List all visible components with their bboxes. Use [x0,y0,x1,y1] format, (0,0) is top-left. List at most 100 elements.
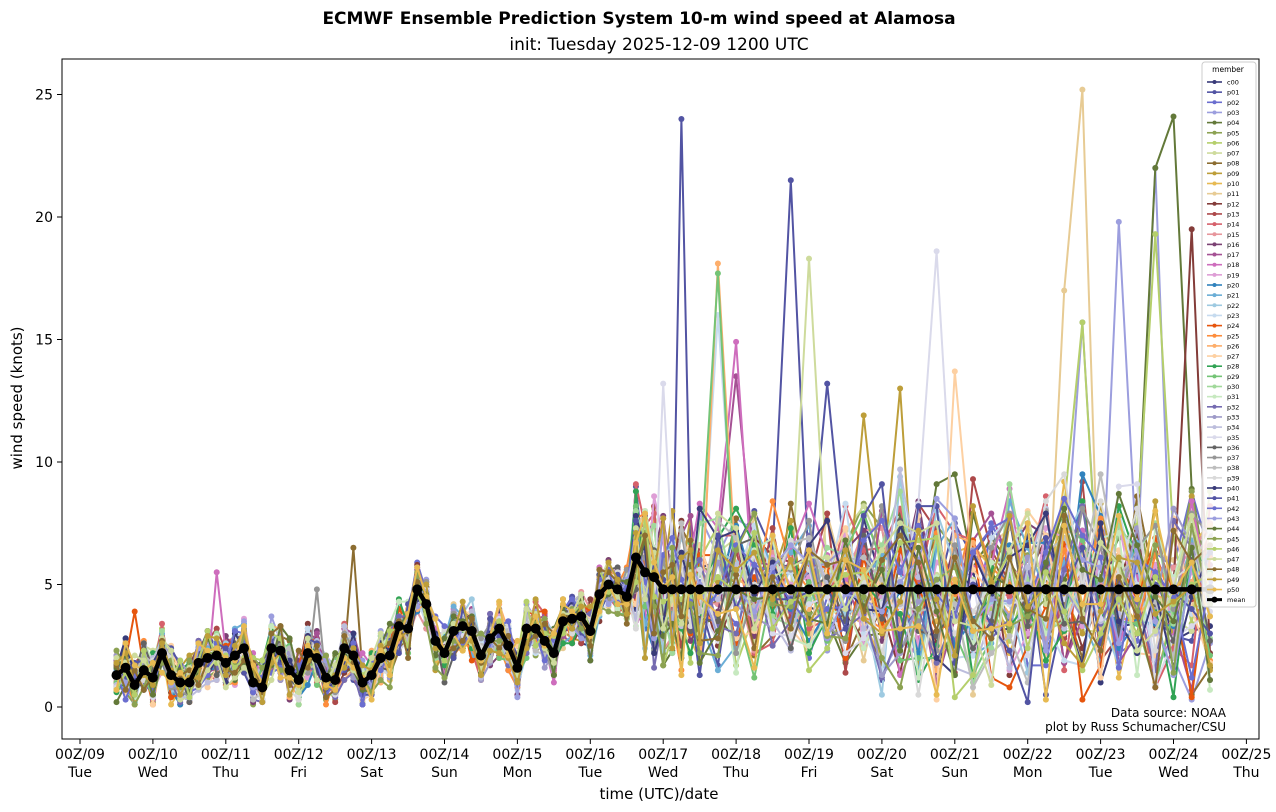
data-point [1170,113,1177,120]
data-point [642,655,648,661]
data-point [951,694,958,701]
series-layer [113,86,1213,708]
data-point [1024,603,1031,610]
data-point [1170,505,1177,512]
x-tick-label: 00Z/13 [347,747,397,763]
data-point [651,559,658,566]
data-point [951,576,958,583]
data-point [1170,694,1177,701]
data-point [1097,608,1104,615]
data-point [1024,623,1031,630]
data-point [933,628,940,634]
data-point [1115,674,1122,681]
data-point [651,630,658,637]
data-point [1188,694,1195,701]
data-point [1097,471,1104,478]
data-point [341,623,348,630]
data-point [1097,601,1104,608]
data-point [231,669,238,676]
data-point [1024,652,1031,659]
x-tick-day-label: Sat [870,765,893,781]
data-point [787,645,794,652]
data-point [651,650,658,657]
data-point [614,601,621,608]
data-point [149,682,156,688]
data-point [368,655,375,661]
data-point [1207,677,1213,683]
mean-point [731,584,742,595]
data-point [632,488,639,495]
data-point [332,650,339,657]
data-point [268,623,275,630]
data-point [714,610,721,617]
data-point [787,598,794,605]
x-tick-label: 00Z/18 [711,747,761,763]
data-point [769,498,776,505]
data-point [769,532,776,539]
data-point [988,682,995,688]
data-point [1061,566,1068,573]
mean-point [111,670,122,681]
mean-point [366,670,377,681]
data-point [1024,613,1031,620]
mean-point [640,567,650,578]
mean-point [120,662,131,673]
data-point [751,664,758,671]
mean-point [913,584,924,595]
data-point [632,517,639,524]
data-point [1097,674,1104,681]
mean-point [558,616,568,627]
data-point [1152,165,1159,171]
data-point [842,537,849,544]
data-point [1097,498,1104,505]
data-point [1006,620,1013,627]
data-point [751,596,758,603]
mean-point [767,584,778,595]
data-point [149,701,156,708]
data-point [560,596,566,603]
data-point [304,642,311,649]
data-point [970,684,976,691]
data-point [204,647,211,654]
data-point [241,623,247,630]
mean-point [384,650,395,661]
data-point [678,613,685,620]
x-tick-day-label: Tue [67,765,92,781]
mean-point [649,572,660,583]
data-point [323,701,329,708]
data-point [1024,520,1031,527]
mean-point [157,648,167,659]
data-point [213,645,220,652]
mean-point [193,657,204,668]
mean-point [1059,584,1070,595]
data-point [933,248,940,255]
mean-point [302,648,313,659]
data-point [824,630,831,637]
data-point [523,606,530,612]
mean-point [712,584,723,595]
x-tick-day-label: Thu [722,765,749,781]
data-point [988,520,995,527]
data-point [632,481,639,488]
mean-point [858,584,869,595]
data-point [642,596,648,603]
data-point [769,525,776,532]
data-point [806,667,812,674]
data-point [1188,637,1195,644]
x-tick-label: 00Z/17 [638,747,688,763]
data-point [159,628,165,634]
data-point [897,466,904,473]
data-point [277,623,284,630]
data-point [605,608,612,615]
data-point [1079,319,1086,326]
data-point [514,694,521,701]
chart-title: ECMWF Ensemble Prediction System 10-m wi… [322,9,955,29]
data-point [532,613,539,620]
mean-point [457,621,468,632]
data-point [149,691,156,698]
data-point [550,679,557,686]
data-point [377,630,384,637]
data-point [1134,559,1141,566]
data-point [277,674,284,681]
